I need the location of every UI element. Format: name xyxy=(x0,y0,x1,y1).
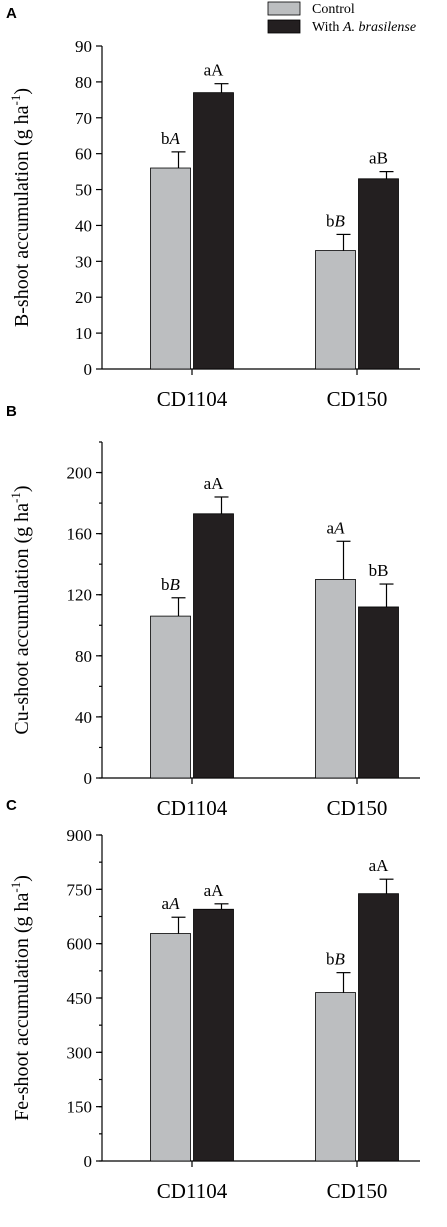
legend-label-brasilense: With A. brasilense xyxy=(312,20,416,35)
data-label: bA xyxy=(161,129,181,148)
x-tick-label: CD1104 xyxy=(157,1179,228,1203)
bar-brasilense xyxy=(193,92,234,370)
bar-control xyxy=(150,167,191,370)
legend-swatch-brasilense xyxy=(267,19,301,34)
bar-control xyxy=(315,250,356,370)
bar-control xyxy=(315,992,356,1162)
y-tick-label: 20 xyxy=(75,288,92,307)
y-tick-label: 200 xyxy=(67,464,93,483)
data-label: aA xyxy=(204,474,225,493)
data-label: bB xyxy=(326,211,346,230)
bar-control xyxy=(150,615,191,779)
y-tick-label: 80 xyxy=(75,73,92,92)
x-tick-label: CD1104 xyxy=(157,387,228,411)
y-tick-label: 900 xyxy=(67,826,93,845)
y-tick-label: 40 xyxy=(75,708,92,727)
legend-swatch-control xyxy=(267,1,301,16)
y-tick-label: 70 xyxy=(75,109,92,128)
panel-a: A 0 10 20 30 40 50 60 70 80 90 CD1104 CD150 B-shoot a… xyxy=(6,5,420,411)
bar-brasilense xyxy=(358,606,399,779)
x-tick-label: CD150 xyxy=(327,387,388,411)
data-label: bB xyxy=(161,575,181,594)
bar-control xyxy=(315,579,356,779)
data-label: aB xyxy=(369,149,388,168)
y-tick-label: 50 xyxy=(75,181,92,200)
data-label: bB xyxy=(369,561,389,580)
data-label: aA xyxy=(204,881,225,900)
y-tick-label: 60 xyxy=(75,145,92,164)
y-axis-label: Cu-shoot accumulation (g ha-1) xyxy=(8,485,33,734)
panels: A 0 10 20 30 40 50 60 70 80 90 CD1104 CD150 B-shoot a… xyxy=(6,5,420,1203)
bar-brasilense xyxy=(193,908,234,1162)
y-tick-label: 120 xyxy=(67,586,93,605)
bar-brasilense xyxy=(358,178,399,370)
y-tick-label: 80 xyxy=(75,647,92,666)
y-tick-label: 90 xyxy=(75,37,92,56)
x-tick-label: CD1104 xyxy=(157,796,228,820)
y-tick-label: 600 xyxy=(67,935,93,954)
panel-letter: C xyxy=(6,797,17,814)
y-tick-label: 40 xyxy=(75,216,92,235)
bar-brasilense xyxy=(358,893,399,1162)
legend-label-control: Control xyxy=(312,2,355,17)
legend: Control With A. brasilense xyxy=(267,1,416,35)
data-label: aA xyxy=(162,894,181,913)
y-tick-label: 10 xyxy=(75,324,92,343)
data-label: bB xyxy=(326,950,346,969)
y-tick-label: 0 xyxy=(84,360,93,379)
y-tick-label: 0 xyxy=(84,769,93,788)
y-tick-label: 150 xyxy=(67,1098,93,1117)
y-tick-label: 0 xyxy=(84,1152,93,1171)
bar-brasilense xyxy=(193,513,234,779)
y-tick-label: 160 xyxy=(67,525,93,544)
panel-letter: B xyxy=(6,403,17,420)
y-tick-label: 450 xyxy=(67,989,93,1008)
panel-c: C 0 150 300 450 600 750 900 CD1104 CD150 Fe-shoot … xyxy=(6,797,420,1203)
y-tick-label: 750 xyxy=(67,880,93,899)
panel-letter: A xyxy=(6,5,17,22)
data-label: aA xyxy=(369,856,390,875)
legend-label-italic: A. brasilense xyxy=(342,20,416,35)
y-tick-label: 30 xyxy=(75,252,92,271)
bar-control xyxy=(150,933,191,1162)
y-axis-label: Fe-shoot accumulation (g ha-1) xyxy=(8,875,33,1121)
y-axis-label: B-shoot accumulation (g ha-1) xyxy=(8,88,33,327)
data-label: aA xyxy=(327,518,346,537)
data-label: aA xyxy=(204,61,225,80)
y-tick-label: 300 xyxy=(67,1043,93,1062)
x-tick-label: CD150 xyxy=(327,1179,388,1203)
legend-label-prefix: With xyxy=(312,20,343,35)
x-tick-label: CD150 xyxy=(327,796,388,820)
panel-b: B 0 40 80 120 160 200 CD1104 CD150 Cu-shoot accum… xyxy=(6,403,420,820)
